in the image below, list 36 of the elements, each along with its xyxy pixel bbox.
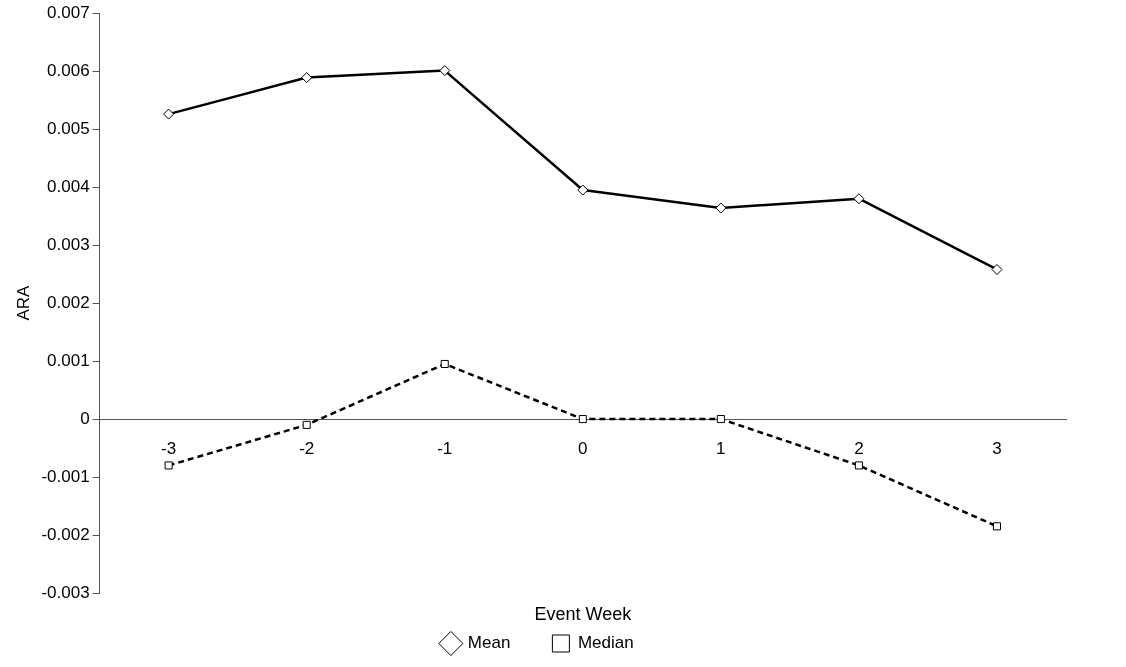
point — [715, 202, 727, 214]
y-tick-label: 0.007 — [47, 2, 90, 22]
point — [992, 522, 1002, 531]
x-tick-label: 0 — [578, 438, 588, 458]
point — [716, 415, 725, 424]
x-axis-title: Event Week — [534, 603, 633, 624]
point — [853, 193, 865, 205]
y-tick-label: 0.005 — [47, 118, 90, 138]
x-tick-label: -3 — [161, 438, 177, 458]
point — [163, 108, 175, 120]
y-tick-label: 0.006 — [47, 60, 90, 80]
y-tick-label: -0.001 — [41, 466, 90, 486]
point — [440, 359, 449, 369]
point — [578, 415, 587, 424]
point — [991, 263, 1003, 275]
point — [302, 420, 311, 429]
y-tick-label: 0.004 — [47, 176, 90, 196]
x-tick-label: -2 — [299, 438, 315, 458]
x-tick-label: 2 — [854, 438, 864, 458]
point — [164, 461, 173, 470]
y-tick-label: 0.003 — [47, 234, 90, 254]
point — [577, 184, 589, 196]
x-tick-label: 3 — [992, 438, 1002, 458]
point — [854, 461, 863, 470]
y-tick-label: 0 — [80, 408, 90, 428]
point — [439, 65, 451, 77]
y-tick-label: 0.002 — [47, 292, 90, 312]
y-axis-title: ARA — [13, 284, 33, 321]
point — [301, 72, 313, 84]
x-tick-label: 1 — [716, 438, 726, 458]
y-tick-label: 0.001 — [47, 350, 90, 370]
y-tick-label: -0.002 — [41, 524, 90, 544]
legend-label: Mean — [467, 633, 511, 653]
y-tick-label: -0.003 — [41, 582, 90, 602]
x-tick-label: -1 — [437, 438, 453, 458]
legend-label: Median — [577, 633, 634, 653]
